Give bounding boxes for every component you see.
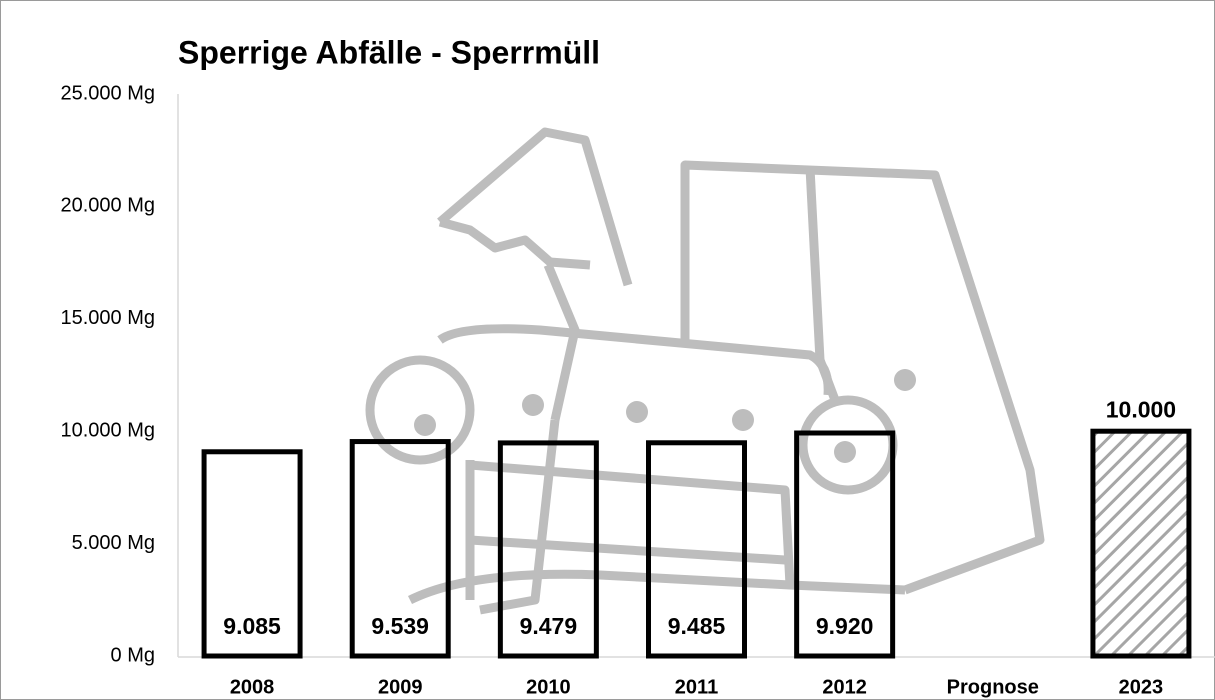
y-tick-label: 25.000 Mg — [60, 82, 155, 104]
value-label: 9.485 — [668, 613, 726, 639]
x-tick-label: 2010 — [526, 676, 571, 698]
value-label: 9.539 — [371, 613, 429, 639]
x-tick-label: 2009 — [378, 676, 423, 698]
x-tick-label: Prognose — [947, 676, 1039, 698]
value-label: 9.085 — [223, 613, 281, 639]
y-tick-label: 0 Mg — [111, 644, 155, 666]
y-tick-label: 15.000 Mg — [60, 307, 155, 329]
x-tick-label: 2011 — [675, 676, 718, 698]
y-tick-label: 10.000 Mg — [60, 419, 155, 441]
chart-border — [1, 1, 1215, 700]
chart-title: Sperrige Abfälle - Sperrmüll — [178, 34, 600, 70]
value-label: 10.000 — [1106, 396, 1176, 422]
y-tick-label: 20.000 Mg — [60, 195, 155, 217]
value-label: 9.479 — [520, 613, 578, 639]
y-tick-label: 5.000 Mg — [72, 532, 155, 554]
x-tick-label: 2012 — [822, 676, 867, 698]
x-tick-label: 2023 — [1119, 676, 1164, 698]
value-label: 9.920 — [816, 613, 874, 639]
x-tick-label: 2008 — [230, 676, 275, 698]
chart: Sperrige Abfälle - Sperrmüll 0 Mg 5.000 M… — [0, 0, 1215, 700]
bar — [1093, 431, 1189, 656]
